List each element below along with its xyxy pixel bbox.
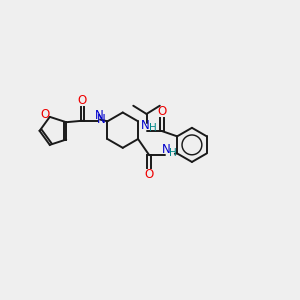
Text: H: H: [148, 122, 156, 133]
Text: N: N: [94, 109, 103, 122]
Text: N: N: [162, 143, 171, 156]
Text: O: O: [157, 105, 167, 118]
Text: O: O: [145, 168, 154, 182]
Text: O: O: [40, 108, 50, 121]
Text: H: H: [169, 148, 177, 158]
Text: N: N: [97, 113, 106, 126]
Text: O: O: [78, 94, 87, 106]
Text: N: N: [141, 119, 150, 132]
